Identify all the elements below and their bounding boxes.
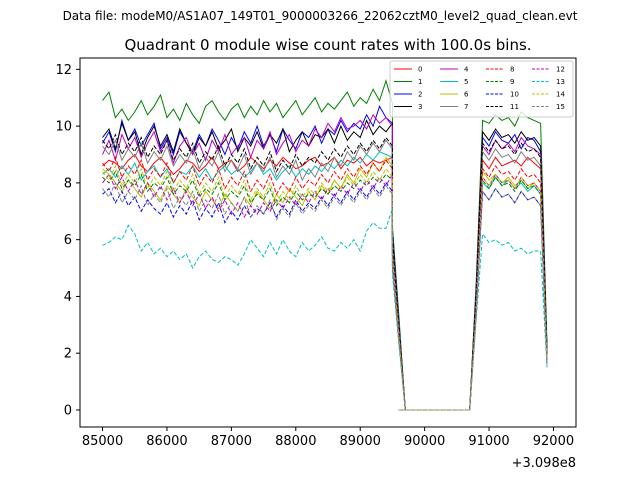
x-tick-label: 90000 xyxy=(404,434,445,449)
legend-label-1: 1 xyxy=(418,78,422,86)
x-axis: 85000 86000 87000 88000 89000 90000 91000 92000 xyxy=(82,427,574,449)
x-tick-label: 85000 xyxy=(82,434,123,449)
legend-label-15: 15 xyxy=(556,103,565,111)
legend-label-4: 4 xyxy=(464,66,469,74)
plot-frame xyxy=(79,57,577,428)
y-axis: 0 2 4 6 8 10 12 xyxy=(55,63,80,418)
y-tick-label: 12 xyxy=(55,63,72,78)
legend-label-2: 2 xyxy=(418,91,422,99)
legend-label-5: 5 xyxy=(464,78,468,86)
x-tick-label: 92000 xyxy=(533,434,574,449)
legend-label-11: 11 xyxy=(510,103,519,111)
x-tick-label: 89000 xyxy=(340,434,381,449)
plot-area xyxy=(79,57,577,428)
y-tick-label: 6 xyxy=(64,233,72,248)
series-line-11 xyxy=(102,133,548,411)
x-tick-label: 88000 xyxy=(275,434,316,449)
x-tick-label: 87000 xyxy=(211,434,252,449)
legend-label-0: 0 xyxy=(418,66,422,74)
y-tick-label: 8 xyxy=(64,176,72,191)
legend-label-8: 8 xyxy=(510,66,514,74)
legend-label-14: 14 xyxy=(556,91,565,99)
y-tick-label: 10 xyxy=(55,120,72,135)
x-tick-label: 91000 xyxy=(468,434,509,449)
legend-label-13: 13 xyxy=(556,78,565,86)
series-line-13 xyxy=(102,208,548,411)
legend-box xyxy=(389,60,574,118)
legend-label-12: 12 xyxy=(556,66,565,74)
legend-label-7: 7 xyxy=(464,103,468,111)
y-tick-label: 2 xyxy=(64,347,72,362)
chart-title: Quadrant 0 module wise count rates with … xyxy=(124,36,531,54)
series-line-7 xyxy=(102,138,548,411)
series-line-15 xyxy=(102,181,548,411)
series-line-9 xyxy=(102,170,548,411)
y-tick-label: 0 xyxy=(64,403,72,418)
x-tick-label: 86000 xyxy=(146,434,187,449)
plot-background xyxy=(80,58,576,427)
series-line-14 xyxy=(102,164,548,411)
x-offset-label: +3.098e8 xyxy=(512,456,576,471)
legend-label-10: 10 xyxy=(510,91,519,99)
y-tick-label: 4 xyxy=(64,290,72,305)
series-line-10 xyxy=(102,181,548,411)
legend-label-6: 6 xyxy=(464,91,469,99)
chart-suptitle: Data file: modeM0/AS1A07_149T01_90000032… xyxy=(63,9,578,23)
legend-label-9: 9 xyxy=(510,78,514,86)
legend-label-3: 3 xyxy=(418,103,422,111)
